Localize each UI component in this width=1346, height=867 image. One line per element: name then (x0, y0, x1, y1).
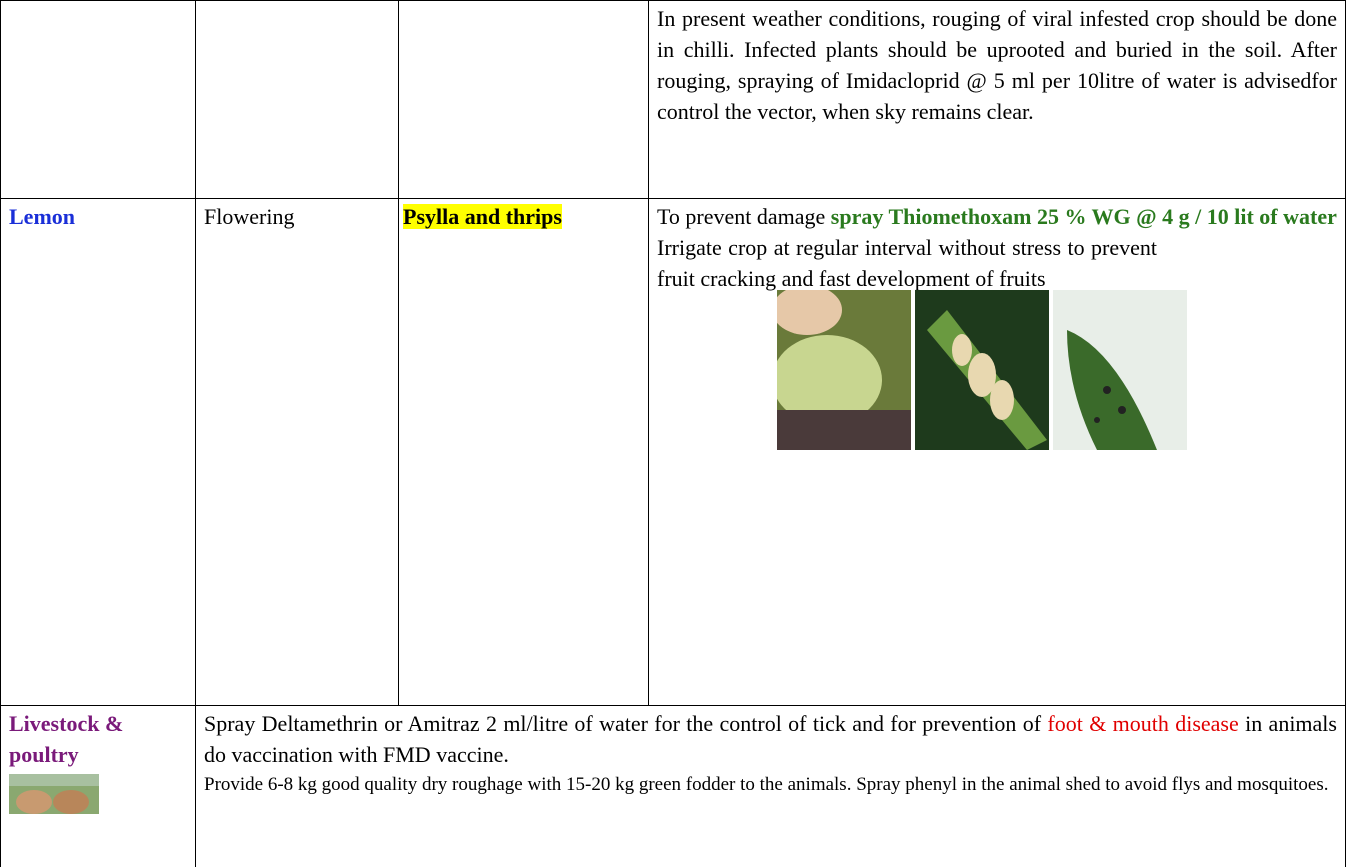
advisory-table: In present weather conditions, rouging o… (0, 0, 1346, 867)
cell: To prevent damage spray Thiomethoxam 25 … (649, 199, 1346, 706)
cell: Lemon (1, 199, 196, 706)
pest-name: Psylla and thrips (403, 204, 562, 229)
livestock-photo (9, 774, 99, 814)
livestock-advice: Spray Deltamethrin or Amitraz 2 ml/litre… (204, 708, 1337, 770)
row: Lemon Flowering Psylla and thrips To pre… (1, 199, 1346, 706)
chemical-advice: spray Thiomethoxam 25 % WG @ 4 g / 10 li… (831, 204, 1337, 229)
row: Livestock & poultry Spray Deltamethrin o… (1, 706, 1346, 867)
cell: Livestock & poultry (1, 706, 196, 867)
crop-name: Lemon (9, 204, 75, 229)
crop-name: Livestock & poultry (9, 711, 123, 767)
cell: Flowering (196, 199, 399, 706)
pest-photos (777, 290, 1187, 450)
advisory-text: In present weather conditions, rouging o… (657, 3, 1337, 127)
cell (399, 1, 649, 199)
cell (1, 1, 196, 199)
advisory-text: To prevent damage spray Thiomethoxam 25 … (657, 201, 1337, 232)
advisory-intro: To prevent damage (657, 204, 831, 229)
advice-text: Spray Deltamethrin or Amitraz 2 ml/litre… (204, 711, 1047, 736)
cell: In present weather conditions, rouging o… (649, 1, 1346, 199)
cell: Psylla and thrips (399, 199, 649, 706)
irrigation-advice: Irrigate crop at regular interval withou… (657, 232, 1157, 294)
row: In present weather conditions, rouging o… (1, 1, 1346, 199)
cell: Spray Deltamethrin or Amitraz 2 ml/litre… (196, 706, 1346, 867)
crop-stage: Flowering (204, 204, 294, 229)
feeding-advice: Provide 6-8 kg good quality dry roughage… (204, 770, 1337, 799)
page: In present weather conditions, rouging o… (0, 0, 1346, 867)
cell (196, 1, 399, 199)
disease-name: foot & mouth disease (1047, 711, 1238, 736)
